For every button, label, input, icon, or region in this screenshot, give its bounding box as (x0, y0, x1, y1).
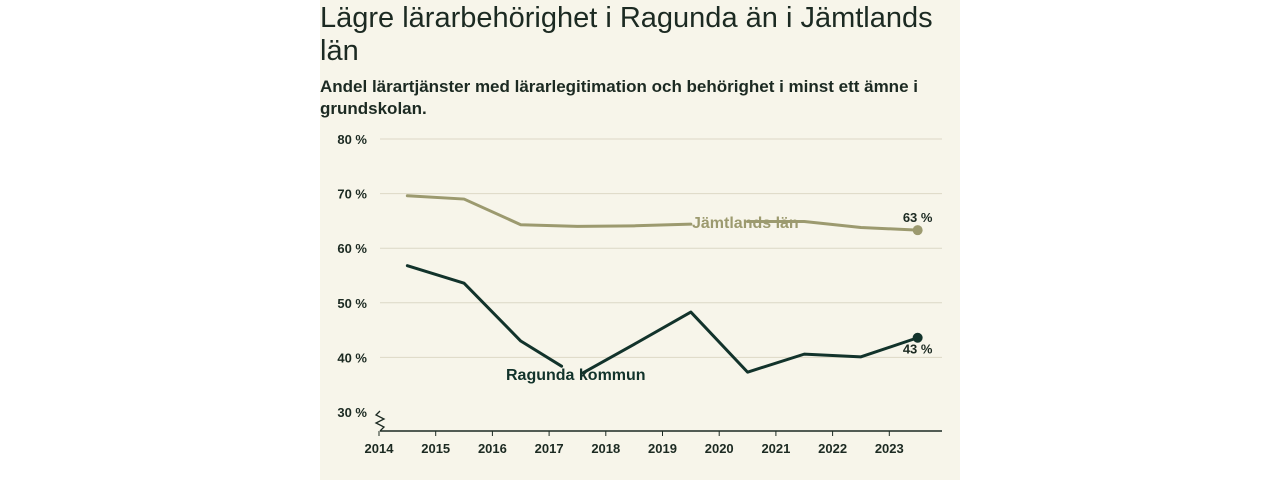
axes: 30 % 40 % 50 % 60 % 70 % 80 % 2014 2015 2016 2017… (337, 132, 942, 456)
axis-break-mark (374, 410, 386, 432)
y-tick-label: 30 % (337, 405, 367, 420)
x-tick-label: 2020 (705, 441, 734, 456)
series-label-ragunda-kommun: Ragunda kommun (506, 367, 646, 384)
chart-subtitle: Andel lärartjänster med lärarlegitimatio… (320, 77, 918, 118)
y-tick-label: 80 % (337, 132, 367, 147)
series-end-point-jamtlands-lan (912, 225, 923, 236)
series-label-jamtlands-lan: Jämtlands län (692, 215, 799, 232)
series-end-point-ragunda-kommun (912, 332, 923, 343)
x-tick-label: 2023 (875, 441, 904, 456)
x-tick-label: 2014 (365, 441, 395, 456)
x-tick-label: 2018 (591, 441, 620, 456)
end-value-label-ragunda-kommun: 43 % (903, 342, 933, 357)
x-tick-label: 2016 (478, 441, 507, 456)
x-tick-label: 2015 (421, 441, 450, 456)
chart-card: Lägre lärarbehörighet i Ragunda än i Jäm… (320, 0, 960, 480)
y-tick-label: 70 % (337, 187, 367, 202)
end-value-label-jamtlands-lan: 63 % (903, 210, 933, 225)
gridlines (380, 138, 942, 358)
series-line-ragunda-kommun (581, 310, 920, 375)
x-tick-label: 2019 (648, 441, 677, 456)
y-tick-label: 50 % (337, 296, 367, 311)
series-line-ragunda-kommun (405, 264, 564, 368)
y-tick-label: 60 % (337, 241, 367, 256)
series-line-jamtlands-lan (405, 194, 693, 228)
series-line-jamtlands-lan (746, 219, 920, 232)
y-tick-label: 40 % (337, 350, 367, 365)
chart-title: Lägre lärarbehörighet i Ragunda än i Jäm… (320, 2, 933, 67)
labels: Jämtlands län Ragunda kommun 63 % 43 % (506, 210, 933, 384)
line-chart: 30 % 40 % 50 % 60 % 70 % 80 % 2014 2015 2016 2017… (337, 132, 942, 456)
x-tick-label: 2021 (761, 441, 790, 456)
x-tick-label: 2017 (535, 441, 564, 456)
series-lines (405, 194, 923, 375)
x-tick-label: 2022 (818, 441, 847, 456)
